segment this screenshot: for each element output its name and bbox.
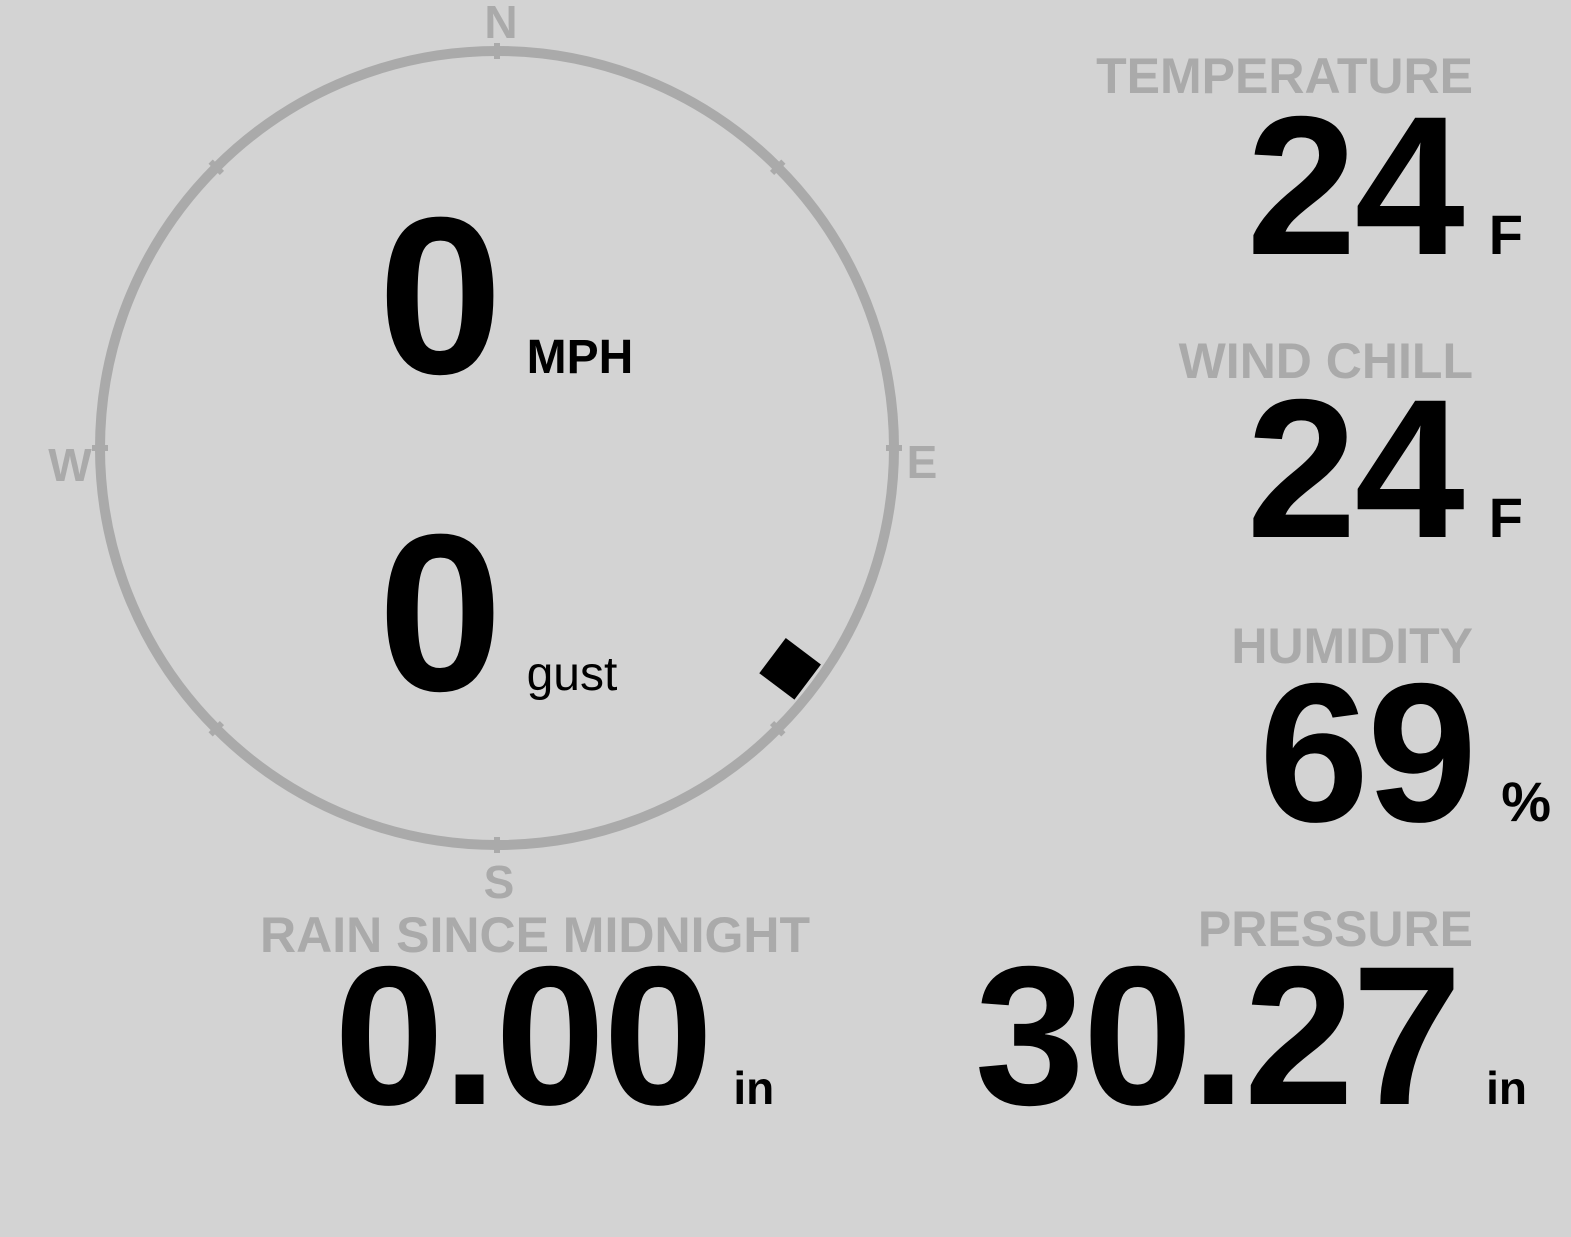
wind-chill-reading: 24 F: [1247, 370, 1523, 568]
temperature-label: TEMPERATURE: [1096, 48, 1473, 104]
compass-tick: [208, 159, 225, 176]
compass-ticks: [92, 43, 902, 853]
temperature-reading: 24 F: [1247, 87, 1523, 285]
humidity-unit: %: [1501, 770, 1551, 833]
rain-value: 0.00: [334, 925, 713, 1146]
temperature-unit: F: [1488, 203, 1523, 266]
humidity-value: 69: [1258, 642, 1477, 863]
compass-tick: [208, 720, 225, 737]
wind-chill-label: WIND CHILL: [1178, 333, 1473, 389]
rain-reading: 0.00 in: [334, 937, 774, 1135]
pressure-reading: 30.27 in: [975, 937, 1527, 1135]
humidity-reading: 69 %: [1259, 654, 1551, 852]
wind-direction-needle: [759, 638, 821, 700]
temperature-value: 24: [1246, 75, 1465, 296]
wind-chill-value: 24: [1246, 358, 1465, 579]
wind-chill-unit: F: [1488, 486, 1523, 549]
rain-label: RAIN SINCE MIDNIGHT: [260, 907, 810, 963]
compass-tick: [769, 159, 786, 176]
compass-tick: [769, 720, 786, 737]
compass-west-label: W: [48, 439, 92, 491]
rain-unit: in: [733, 1062, 775, 1114]
compass-north-label: N: [484, 0, 518, 48]
wind-speed: 0 MPH: [378, 184, 633, 408]
wind-speed-value: 0: [378, 171, 503, 421]
pressure-unit: in: [1486, 1062, 1527, 1114]
wind-gust-unit: gust: [526, 648, 618, 701]
pressure-label: PRESSURE: [1197, 901, 1473, 957]
pressure-value: 30.27: [974, 925, 1462, 1146]
humidity-label: HUMIDITY: [1231, 618, 1473, 674]
compass-south-label: S: [483, 856, 515, 908]
wind-gust: 0 gust: [378, 501, 617, 725]
wind-speed-unit: MPH: [526, 331, 634, 384]
compass-east-label: E: [906, 436, 938, 488]
wind-gust-value: 0: [378, 488, 503, 738]
